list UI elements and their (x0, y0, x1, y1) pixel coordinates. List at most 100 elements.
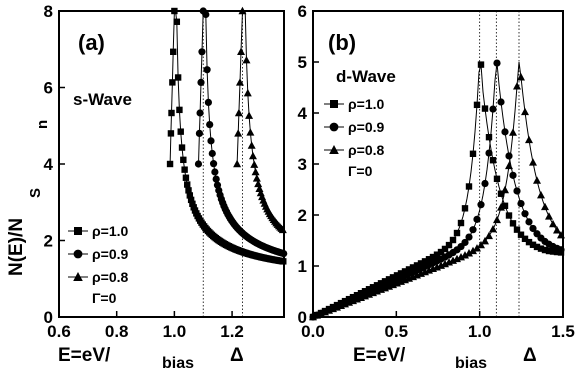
series-line (169, 10, 284, 262)
data-point (393, 272, 401, 279)
data-point (473, 215, 481, 223)
panel-b: 0.0 0.5 1.0 1.5 0 1 2 3 4 5 6 (b) d-Wave ρ=1.0 ρ=0.… (298, 2, 575, 341)
data-point (234, 108, 243, 117)
data-point (198, 48, 206, 56)
data-point (521, 235, 529, 243)
data-point (185, 187, 192, 194)
data-point (545, 212, 553, 220)
data-point (517, 231, 525, 238)
data-point (477, 240, 485, 249)
data-point (509, 171, 517, 179)
data-point (417, 260, 425, 267)
data-point (186, 192, 194, 199)
data-point (167, 130, 175, 137)
data-point (243, 88, 252, 97)
data-point (413, 262, 421, 269)
data-point (461, 251, 469, 259)
data-point (202, 10, 210, 19)
data-point (541, 246, 549, 254)
y-axis-label-n: n (34, 120, 51, 129)
series-square (166, 7, 287, 265)
x-tick-label: 0.0 (301, 322, 325, 341)
data-point (497, 98, 505, 106)
y-axis-label: N(E)/N (6, 218, 27, 276)
data-point (493, 175, 501, 182)
panel-b-title: d-Wave (336, 67, 396, 86)
y-tick-label: 3 (298, 155, 307, 174)
panel-b-reference-lines (479, 11, 520, 317)
x-tick-label: 1.2 (220, 322, 244, 341)
data-point (247, 141, 256, 149)
panel-a-ticks: 0.6 0.8 1.0 1.2 0 2 4 6 8 (44, 2, 244, 341)
data-point (445, 241, 453, 249)
legend-label: ρ=0.8 (348, 142, 385, 158)
legend-marker-triangle (73, 272, 83, 281)
data-point (453, 229, 461, 237)
y-tick-label: 6 (298, 2, 307, 21)
data-point (169, 79, 176, 86)
data-point (178, 144, 186, 151)
data-point (465, 233, 473, 241)
y-tick-label: 2 (44, 232, 53, 251)
series-triangle (309, 62, 565, 321)
y-axis-label-text: N(E)/N (6, 218, 27, 276)
data-point (209, 160, 218, 168)
data-point (549, 248, 557, 255)
data-point (505, 152, 513, 160)
data-point (525, 135, 533, 144)
data-point (457, 252, 465, 261)
data-point (250, 160, 259, 168)
panel-b-legend: ρ=1.0 ρ=0.9 ρ=0.8 Γ=0 (324, 96, 385, 179)
data-point (177, 128, 184, 135)
data-point (242, 56, 251, 64)
data-point (433, 251, 441, 258)
data-point (469, 150, 477, 157)
legend-label: ρ=1.0 (92, 223, 129, 239)
x-tick-label: 1.0 (468, 322, 492, 341)
data-point (421, 258, 429, 265)
data-point (195, 129, 204, 137)
y-tick-label: 2 (298, 206, 307, 225)
data-point (251, 167, 260, 176)
data-point (501, 202, 509, 210)
x-tick-label: 1.5 (551, 322, 575, 341)
legend-gamma: Γ=0 (348, 163, 373, 179)
data-point (405, 266, 413, 273)
y-tick-label: 6 (44, 79, 53, 98)
data-point (489, 157, 497, 164)
data-point (521, 107, 529, 116)
panel-a-x-label-delta: Δ (230, 345, 244, 366)
data-point (541, 202, 549, 211)
data-point (457, 219, 465, 227)
data-point (505, 212, 513, 219)
data-point (397, 270, 405, 277)
data-point (184, 181, 191, 188)
panel-a-x-label-sub: bias (162, 355, 194, 371)
panel-a-series (166, 6, 288, 265)
data-point (248, 151, 257, 160)
data-point (473, 244, 481, 252)
panel-b-x-label-sub: bias (455, 355, 487, 371)
legend-label: ρ=0.9 (348, 119, 385, 135)
series-circle (194, 7, 288, 258)
data-point (525, 218, 533, 226)
data-point (533, 243, 541, 251)
legend-gamma: Γ=0 (92, 290, 117, 306)
data-point (245, 111, 254, 119)
panel-b-ticks: 0.0 0.5 1.0 1.5 0 1 2 3 4 5 6 (298, 2, 575, 341)
data-point (497, 190, 505, 197)
legend-marker-triangle (329, 145, 339, 154)
x-tick-label: 0.8 (105, 322, 129, 341)
data-point (170, 48, 177, 55)
data-point (409, 264, 417, 271)
data-point (180, 156, 187, 164)
data-point (549, 219, 557, 228)
x-tick-label: 1.0 (163, 322, 187, 341)
data-point (525, 238, 533, 246)
data-point (465, 183, 473, 190)
data-point (174, 74, 182, 81)
data-point (513, 187, 521, 195)
legend-label: ρ=1.0 (348, 96, 385, 112)
y-tick-label: 0 (44, 308, 53, 327)
